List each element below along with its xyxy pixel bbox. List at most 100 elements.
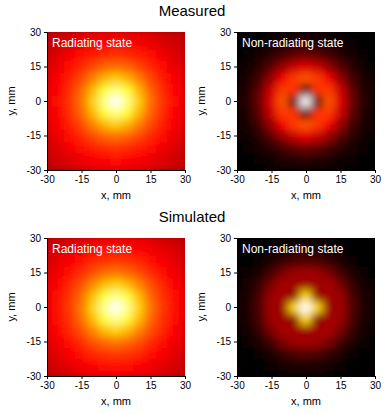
y-tick-label: 0 xyxy=(35,302,41,313)
heatmap-cell xyxy=(98,95,111,108)
heatmap-cell xyxy=(265,118,278,131)
heatmap-cell xyxy=(167,255,180,268)
x-tick-mark xyxy=(185,170,186,173)
heatmap-cell xyxy=(288,358,301,371)
heatmap-cell xyxy=(98,255,111,268)
heatmap-cell xyxy=(121,347,134,360)
heatmap-cell xyxy=(277,266,290,279)
heatmap-cell xyxy=(156,49,169,62)
heatmap-cell xyxy=(300,289,313,302)
heatmap-cell xyxy=(121,152,134,165)
heatmap-cell xyxy=(346,106,359,119)
heatmap-cell xyxy=(121,255,134,268)
x-tick-mark xyxy=(306,376,307,379)
heatmap-cell xyxy=(357,289,370,302)
heatmap-cell xyxy=(121,49,134,62)
heatmap-cell xyxy=(52,60,65,73)
y-tick-mark xyxy=(44,307,47,308)
heatmap-cell xyxy=(323,72,336,85)
heatmap-cell xyxy=(254,95,267,108)
x-tick-label: 30 xyxy=(180,380,192,391)
heatmap-cell xyxy=(254,49,267,62)
heatmap-cell xyxy=(179,255,185,268)
heatmap-cell xyxy=(64,60,77,73)
x-tick-label: -15 xyxy=(265,174,280,185)
heatmap-cell xyxy=(265,289,278,302)
heatmap-cell xyxy=(369,312,375,325)
heatmap-cell xyxy=(167,152,180,165)
heatmap-cell xyxy=(133,106,146,119)
y-tick-mark xyxy=(234,273,237,274)
heatmap-cell xyxy=(357,324,370,337)
heatmap-cell xyxy=(179,301,185,314)
heatmap-cell xyxy=(300,129,313,142)
y-axis-line xyxy=(237,33,238,171)
x-tick-label: -30 xyxy=(230,380,245,391)
heatmap-cell xyxy=(242,358,255,371)
heatmap-cell xyxy=(87,141,100,154)
y-tick-label: 15 xyxy=(220,61,232,72)
heatmap-cell xyxy=(242,347,255,360)
heatmap-cell xyxy=(277,141,290,154)
heatmap-cell xyxy=(288,312,301,325)
heatmap-cell xyxy=(52,347,65,360)
heatmap-cell xyxy=(156,32,169,38)
heatmap-cell xyxy=(300,60,313,73)
y-tick-label: -30 xyxy=(217,165,232,176)
x-tick-label: -15 xyxy=(75,174,90,185)
heatmap-cell xyxy=(64,49,77,62)
heatmap-cell xyxy=(277,95,290,108)
heatmap-cell xyxy=(167,335,180,348)
heatmap-cell xyxy=(323,60,336,73)
heatmap-cell xyxy=(288,289,301,302)
heatmap-cell xyxy=(242,335,255,348)
heatmap-cell xyxy=(288,278,301,291)
x-tick-label: -30 xyxy=(40,380,55,391)
heatmap-cell xyxy=(98,72,111,85)
heatmap-cell xyxy=(167,289,180,302)
heatmap-cell xyxy=(133,49,146,62)
x-tick-label: 30 xyxy=(370,174,382,185)
x-tick-label: 30 xyxy=(180,174,192,185)
heatmap-cell xyxy=(133,312,146,325)
x-tick: 15 xyxy=(145,376,157,391)
heatmap-cell xyxy=(87,335,100,348)
heatmap-cell xyxy=(277,301,290,314)
heatmap-cell xyxy=(133,289,146,302)
heatmap-cell xyxy=(179,238,185,244)
heatmap-cell xyxy=(323,118,336,131)
heatmap-cell xyxy=(346,60,359,73)
x-tick: -30 xyxy=(40,376,55,391)
heatmap-cell xyxy=(64,347,77,360)
panel-title: Non-radiating state xyxy=(242,36,344,50)
x-tick: -30 xyxy=(230,376,245,391)
y-tick-label: 30 xyxy=(220,27,232,38)
heatmap-cell xyxy=(75,141,88,154)
x-tick: -15 xyxy=(265,376,280,391)
heatmap-cell xyxy=(64,83,77,96)
heatmap-cell xyxy=(369,32,375,38)
heatmap-cell xyxy=(75,129,88,142)
heatmap-cell xyxy=(346,118,359,131)
y-tick: -30 xyxy=(217,371,237,382)
heatmap-cell xyxy=(133,347,146,360)
heatmap-cell xyxy=(254,312,267,325)
heatmap-cell xyxy=(334,324,347,337)
heatmap-cell xyxy=(265,301,278,314)
heatmap-cell xyxy=(334,152,347,165)
heatmap-cell xyxy=(346,266,359,279)
heatmap-cell xyxy=(87,312,100,325)
heatmap-cell xyxy=(357,335,370,348)
heatmap-cell xyxy=(288,129,301,142)
heatmap-cell xyxy=(75,301,88,314)
heatmap-cell xyxy=(265,278,278,291)
heatmap-cell xyxy=(87,95,100,108)
heatmap-cell xyxy=(121,106,134,119)
heatmap-cell xyxy=(254,60,267,73)
panel-title: Non-radiating state xyxy=(242,242,344,256)
x-tick: -30 xyxy=(230,170,245,185)
heatmap-cell xyxy=(311,278,324,291)
heatmap-cell xyxy=(121,324,134,337)
heatmap-cell xyxy=(300,358,313,371)
y-axis-title: y, mm xyxy=(5,86,17,115)
